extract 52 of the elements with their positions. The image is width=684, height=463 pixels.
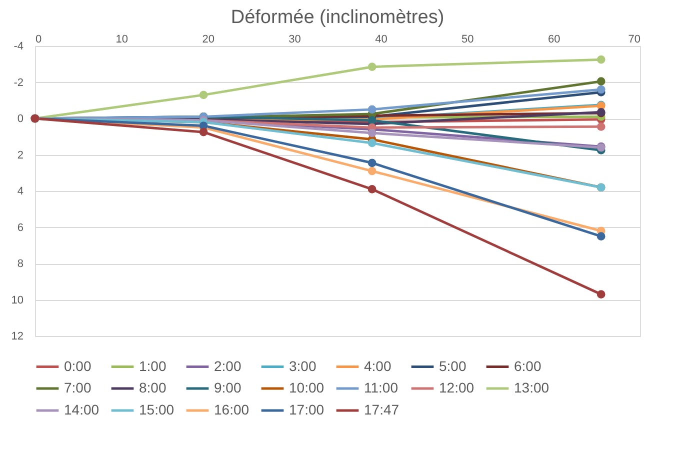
y-tick-label: -2 <box>14 76 24 89</box>
y-tick-label: 8 <box>17 258 24 270</box>
point <box>368 158 376 168</box>
legend-label: 13:00 <box>514 380 550 396</box>
legend-label: 1:00 <box>139 358 166 374</box>
x-tick-label: 20 <box>202 34 214 46</box>
legend-label: 4:00 <box>364 358 392 374</box>
legend-label: 12:00 <box>439 380 474 396</box>
y-tick-label: 6 <box>17 222 24 234</box>
x-tick-label: 40 <box>375 34 388 46</box>
y-tick-label: 12 <box>11 330 24 342</box>
x-tick-label: 60 <box>548 34 560 46</box>
chart-title: Déformée (inclinomètres) <box>230 7 444 28</box>
point <box>199 128 208 136</box>
y-tick-label: 0 <box>17 113 24 125</box>
point <box>596 290 606 298</box>
point <box>368 138 376 148</box>
legend-label: 7:00 <box>64 380 92 396</box>
x-tick-label: 30 <box>288 34 301 46</box>
legend-label: 5:00 <box>439 358 466 374</box>
legend-label: 0:00 <box>64 358 92 374</box>
legend-label: 8:00 <box>139 380 166 396</box>
legend-label: 10:00 <box>289 380 324 396</box>
y-tick-label: -4 <box>14 40 24 52</box>
legend-label: 11:00 <box>364 380 398 396</box>
x-tick-label: 0 <box>36 34 42 46</box>
legend-label: 2:00 <box>214 358 242 374</box>
point <box>199 90 208 100</box>
legend-label: 15:00 <box>139 402 174 418</box>
legend-label: 3:00 <box>289 358 316 374</box>
y-tick-label: 2 <box>17 149 24 162</box>
point <box>368 166 376 176</box>
y-tick-label: 10 <box>11 294 24 306</box>
point <box>596 55 606 64</box>
legend-label: 14:00 <box>64 402 100 418</box>
point <box>368 62 376 72</box>
x-tick-label: 50 <box>462 34 474 46</box>
legend-label: 9:00 <box>214 380 242 396</box>
point <box>596 85 606 94</box>
legend-label: 16:00 <box>214 402 250 418</box>
legend-label: 6:00 <box>514 358 542 374</box>
legend-label: 17:00 <box>289 402 324 418</box>
point <box>596 232 606 240</box>
point <box>368 128 376 138</box>
point <box>596 77 606 86</box>
point <box>368 185 376 194</box>
x-tick-label: 10 <box>116 34 128 46</box>
legend-label: 17:47 <box>364 402 400 418</box>
point <box>596 122 606 131</box>
point <box>368 105 376 114</box>
y-tick-label: 4 <box>17 186 24 198</box>
x-tick-label: 70 <box>628 34 640 46</box>
